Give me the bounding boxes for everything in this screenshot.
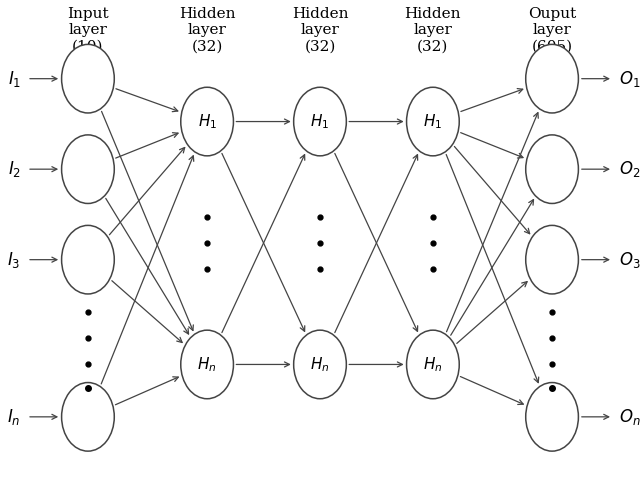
Text: $H_1$: $H_1$ xyxy=(423,112,442,131)
Text: $O_2$: $O_2$ xyxy=(619,159,640,179)
Text: $H_1$: $H_1$ xyxy=(310,112,330,131)
Text: Hidden
layer
(32): Hidden layer (32) xyxy=(292,7,348,53)
Text: Hidden
layer
(32): Hidden layer (32) xyxy=(404,7,461,53)
Text: $I_3$: $I_3$ xyxy=(8,250,21,270)
Ellipse shape xyxy=(406,330,460,399)
Text: $H_n$: $H_n$ xyxy=(310,355,330,374)
Text: $O_1$: $O_1$ xyxy=(619,69,640,88)
Text: $H_1$: $H_1$ xyxy=(198,112,217,131)
Ellipse shape xyxy=(525,44,579,113)
Ellipse shape xyxy=(525,382,579,451)
Ellipse shape xyxy=(61,44,115,113)
Text: Ouput
layer
(605): Ouput layer (605) xyxy=(528,7,576,53)
Text: $H_n$: $H_n$ xyxy=(197,355,217,374)
Text: $O_3$: $O_3$ xyxy=(619,250,640,270)
Ellipse shape xyxy=(61,382,115,451)
Text: $O_n$: $O_n$ xyxy=(619,407,640,427)
Ellipse shape xyxy=(61,135,115,204)
Ellipse shape xyxy=(525,135,579,204)
Text: Input
layer
(10): Input layer (10) xyxy=(67,7,109,53)
Ellipse shape xyxy=(180,330,234,399)
Text: $H_n$: $H_n$ xyxy=(423,355,443,374)
Text: Hidden
layer
(32): Hidden layer (32) xyxy=(179,7,236,53)
Ellipse shape xyxy=(180,87,234,156)
Text: $I_n$: $I_n$ xyxy=(7,407,21,427)
Ellipse shape xyxy=(294,330,346,399)
Ellipse shape xyxy=(525,226,579,294)
Ellipse shape xyxy=(61,226,115,294)
Text: $I_2$: $I_2$ xyxy=(8,159,21,179)
Text: $I_1$: $I_1$ xyxy=(8,69,21,88)
Ellipse shape xyxy=(406,87,460,156)
Ellipse shape xyxy=(294,87,346,156)
